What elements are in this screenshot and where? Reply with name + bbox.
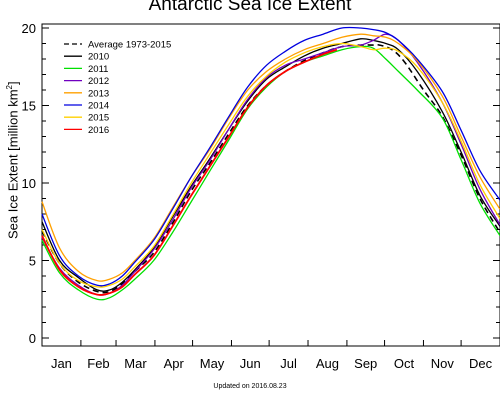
x-tick-label: Jan (51, 356, 72, 371)
x-tick-label: Jul (280, 356, 297, 371)
y-tick-label: 20 (22, 21, 36, 36)
series-line (41, 33, 500, 282)
y-tick-label: 15 (22, 99, 36, 114)
legend-label: 2012 (88, 76, 109, 87)
plot-frame (41, 23, 500, 347)
y-tick-label: 5 (29, 254, 36, 269)
series-line (41, 38, 500, 292)
legend-label: 2016 (88, 125, 109, 136)
legend-label: 2015 (88, 113, 109, 124)
legend: Average 1973-201520102011201220132014201… (64, 40, 171, 136)
x-tick-label: Apr (164, 356, 185, 371)
x-tick-label: Oct (394, 356, 415, 371)
legend-label: 2014 (88, 101, 109, 112)
y-tick-label: 10 (22, 176, 36, 191)
ticks-layer: 0 5 10 15 20 Jan Feb Mar Apr May Jun Jul Aug Sep Oct No… (22, 21, 500, 371)
x-tick-label: Jun (240, 356, 261, 371)
x-tick-label: Aug (316, 356, 339, 371)
chart-title: Antarctic Sea Ice Extent (148, 0, 352, 15)
x-tick-label: Mar (124, 356, 147, 371)
legend-label: 2013 (88, 88, 109, 99)
y-tick-label: 0 (29, 331, 36, 346)
series-line (41, 33, 500, 296)
x-tick-label: Nov (431, 356, 455, 371)
series-line (41, 26, 500, 287)
x-tick-label: Sep (354, 356, 377, 371)
legend-label: 2011 (88, 64, 108, 75)
x-tick-label: Feb (87, 356, 109, 371)
update-footer: Updated on 2016.08.23 (213, 383, 287, 390)
series-line (41, 42, 500, 288)
x-tick-label: Dec (469, 356, 493, 371)
legend-label: 2010 (88, 52, 109, 63)
series-layer (41, 26, 500, 301)
legend-label: Average 1973-2015 (88, 40, 171, 51)
x-tick-label: May (200, 356, 225, 371)
series-line (41, 45, 500, 301)
series-line (41, 48, 338, 296)
